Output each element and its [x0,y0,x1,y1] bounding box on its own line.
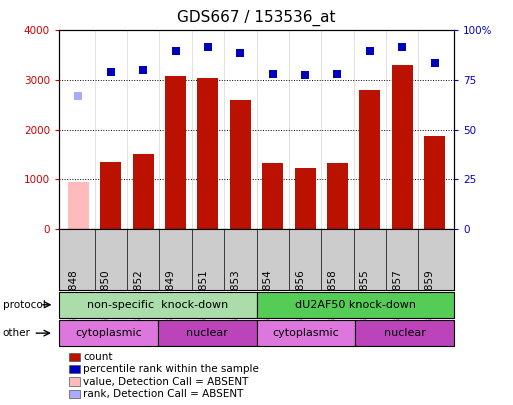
Text: nuclear: nuclear [384,328,426,338]
Text: non-specific  knock-down: non-specific knock-down [87,300,228,310]
Bar [133,154,154,229]
Bar [424,136,445,229]
Text: nuclear: nuclear [186,328,228,338]
Bar [262,163,283,229]
Text: protocol: protocol [3,300,45,310]
Text: cytoplasmic: cytoplasmic [75,328,142,338]
Text: value, Detection Call = ABSENT: value, Detection Call = ABSENT [83,377,248,386]
Text: other: other [3,328,30,338]
Bar [294,168,315,229]
Bar [59,320,158,346]
Bar [68,182,89,229]
Text: GDS667 / 153536_at: GDS667 / 153536_at [177,10,336,26]
Text: dU2AF50 knock-down: dU2AF50 knock-down [295,300,416,310]
Bar [355,320,454,346]
Bar [392,65,413,229]
Bar [359,90,380,229]
Text: count: count [83,352,113,362]
Bar [230,100,251,229]
Text: cytoplasmic: cytoplasmic [272,328,339,338]
Bar [327,163,348,229]
Bar [256,320,355,346]
Bar [59,292,256,318]
Text: percentile rank within the sample: percentile rank within the sample [83,364,259,374]
Bar [100,162,121,229]
Bar [165,76,186,229]
Bar [158,320,256,346]
Text: rank, Detection Call = ABSENT: rank, Detection Call = ABSENT [83,389,244,399]
Bar [198,79,219,229]
Bar [256,292,454,318]
